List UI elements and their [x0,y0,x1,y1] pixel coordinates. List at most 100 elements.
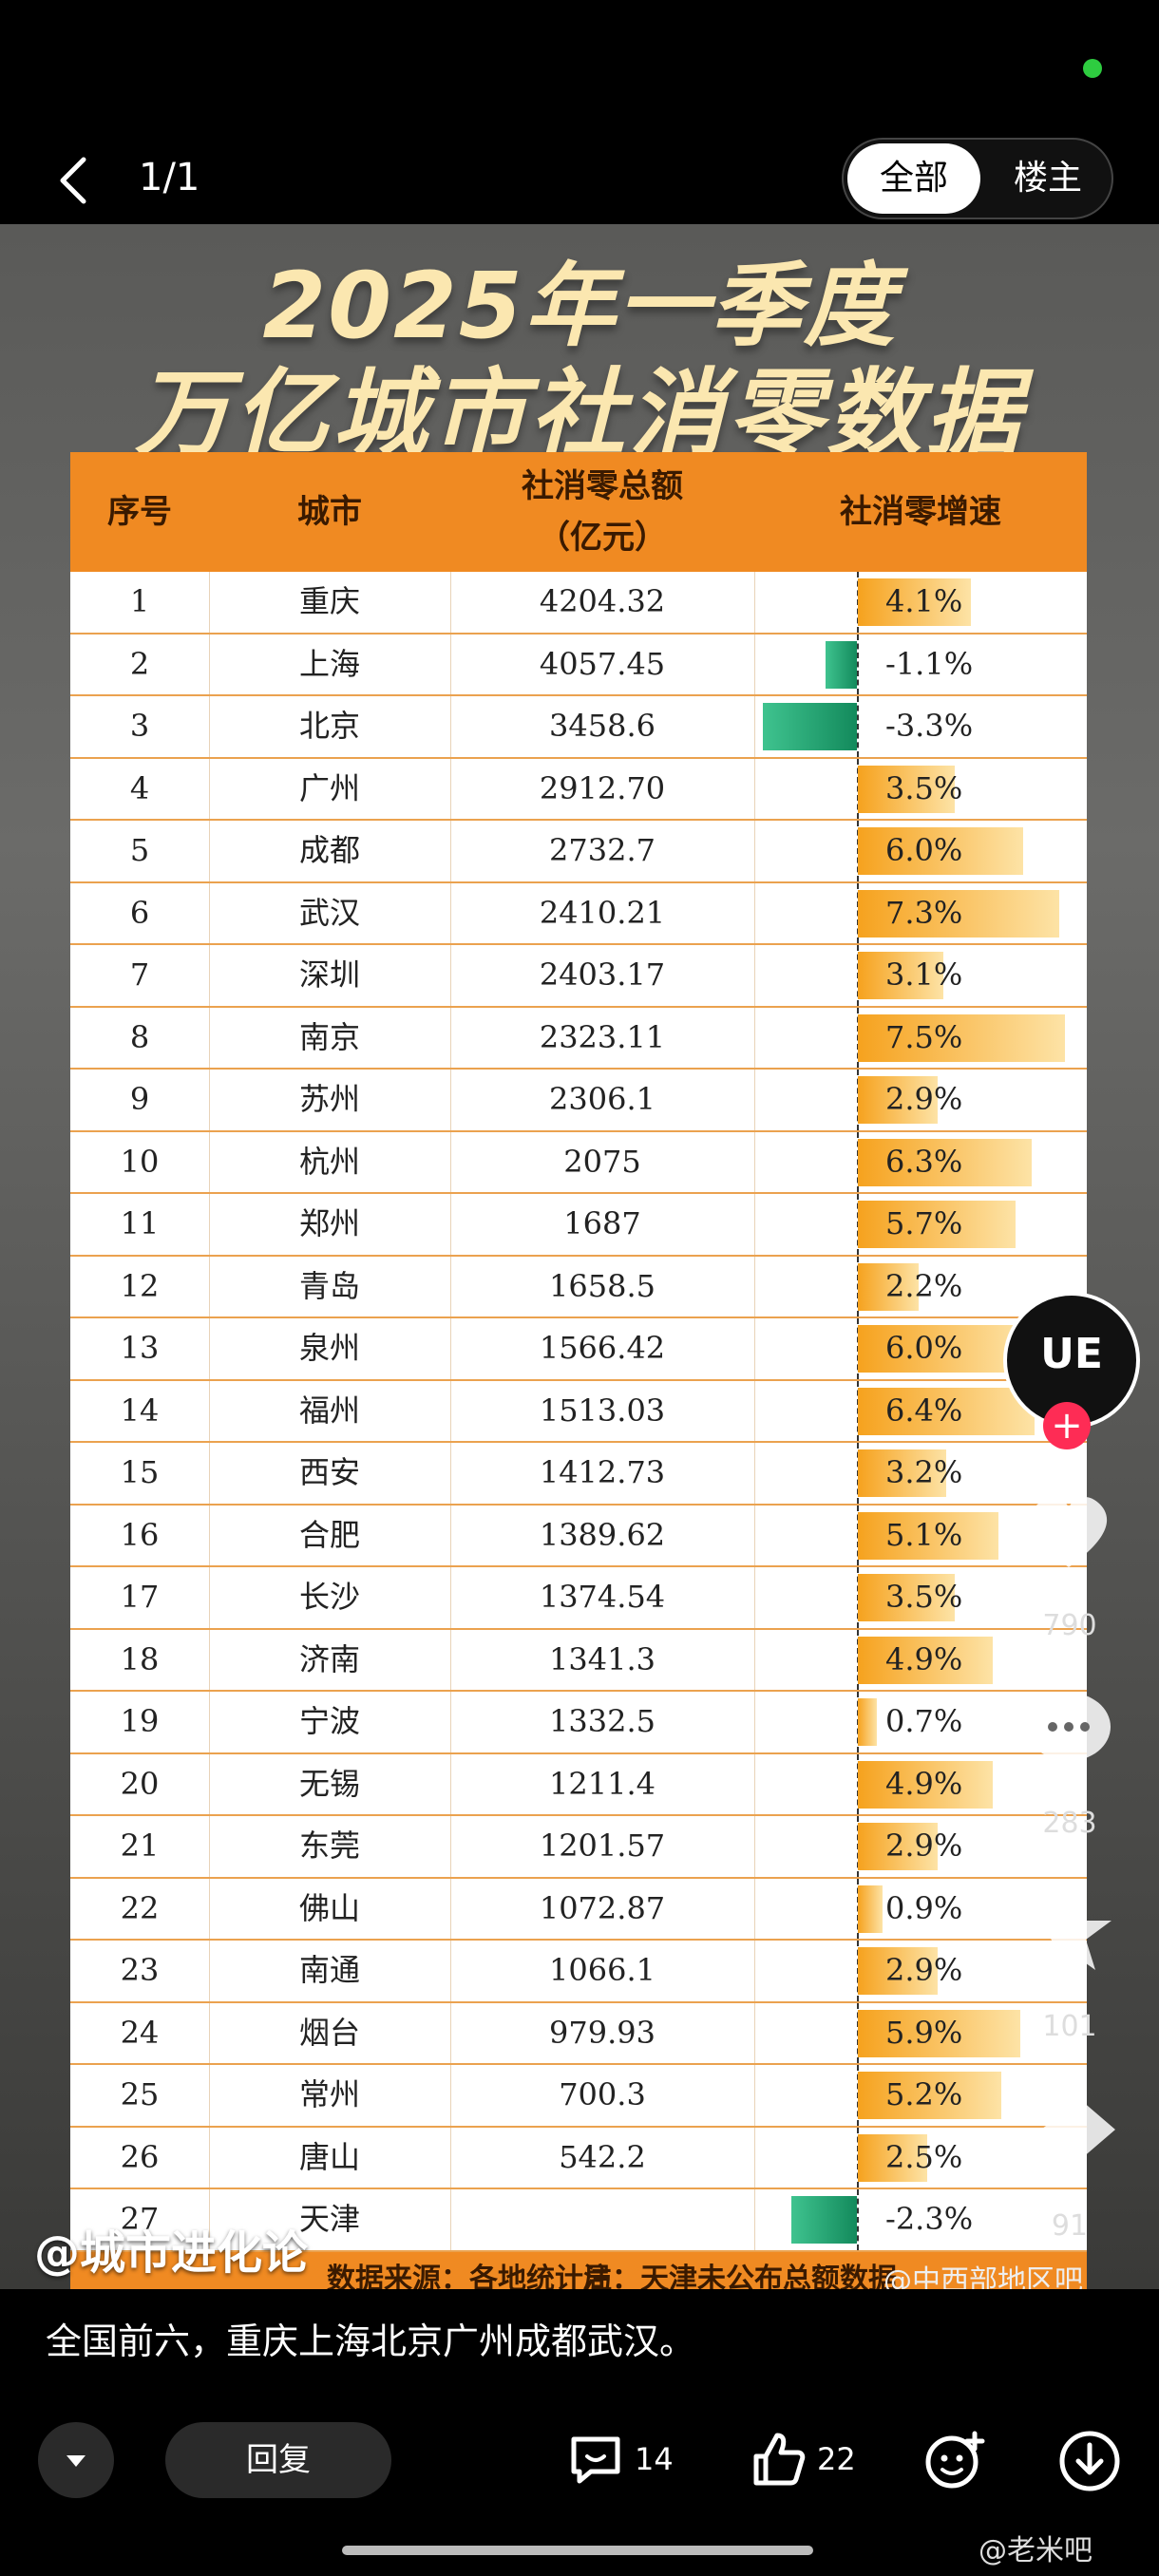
comment-bubble-icon[interactable] [1016,1687,1121,1772]
growth-bar-positive [858,1947,939,1995]
row-total: 2306.1 [450,1070,755,1130]
row-index: 22 [70,1878,210,1939]
growth-bar-positive [858,1262,919,1311]
growth-bar-positive [858,1138,1033,1186]
comment-action[interactable]: 14 [566,2426,674,2492]
table-row: 8 南京 2323.11 7.5% [70,1007,1087,1070]
row-city: 广州 [209,758,451,819]
growth-bar-positive [858,1698,878,1746]
growth-label: 0.9% [885,1889,963,1926]
header-city: 城市 [297,492,362,531]
growth-label: 4.9% [885,1765,963,1802]
like-count: 22 [817,2441,856,2477]
favorites-count: 101 [1042,2010,1097,2043]
row-total: 542.2 [450,2127,755,2188]
growth-label: 5.7% [885,1205,963,1241]
row-index: 16 [70,1505,210,1565]
table-row: 20 无锡 1211.4 4.9% [70,1753,1087,1816]
row-city: 东莞 [209,1816,451,1877]
row-index: 25 [70,2065,210,2126]
row-index: 17 [70,1567,210,1628]
row-index: 3 [70,696,210,757]
row-index: 4 [70,758,210,819]
growth-bar-positive [858,2009,1021,2057]
row-index: 24 [70,2002,210,2063]
row-total: 700.3 [450,2065,755,2126]
table-row: 21 东莞 1201.57 2.9% [70,1816,1087,1879]
star-icon[interactable] [1016,1888,1121,1974]
zero-axis-line [857,2189,859,2250]
growth-label: 6.3% [885,1143,963,1180]
table-row: 4 广州 2912.70 3.5% [70,758,1087,821]
chevron-down-icon [66,2455,86,2467]
heart-icon[interactable] [1016,1487,1121,1573]
reply-button[interactable]: 回复 [165,2422,391,2498]
growth-label: 0.7% [885,1703,963,1739]
table-row: 16 合肥 1389.62 5.1% [70,1505,1087,1567]
growth-label: -1.1% [885,645,974,682]
poster-title-line1: 2025年一季度 [262,253,897,359]
tab-original-poster[interactable]: 楼主 [1013,159,1082,198]
growth-label: 6.0% [885,1330,963,1366]
table-row: 15 西安 1412.73 3.2% [70,1443,1087,1506]
table-row: 9 苏州 2306.1 2.9% [70,1070,1087,1132]
collapse-button[interactable] [38,2422,114,2498]
growth-label: 7.3% [885,894,963,931]
table-header: 序号 城市 社消零总额 （亿元） 社消零增速 [70,452,1087,572]
table-row: 17 长沙 1374.54 3.5% [70,1567,1087,1630]
growth-bar-positive [858,1574,955,1621]
back-arrow-icon[interactable] [48,152,104,209]
like-action[interactable]: 22 [749,2426,856,2492]
table-row: 26 唐山 542.2 2.5% [70,2127,1087,2189]
poster-title-line2: 万亿城市社消零数据 [135,358,1024,469]
top-bar: 1/1 全部 楼主 [0,133,1159,228]
shares-count: 91 [1051,2209,1089,2243]
comment-icon [571,2436,620,2484]
growth-bar-positive [858,1387,1036,1435]
row-total: 979.93 [450,2002,755,2063]
row-total: 2075 [450,1131,755,1192]
table-row: 27 天津 -2.3% [70,2189,1087,2252]
emoji-add-icon[interactable] [922,2428,988,2494]
row-city: 青岛 [209,1256,451,1316]
row-total: 1412.73 [450,1443,755,1504]
growth-bar-positive [858,765,955,813]
growth-bar-positive [858,1511,999,1560]
row-city: 南通 [209,1941,451,2001]
growth-label: 2.9% [885,1081,963,1117]
row-total: 2323.11 [450,1007,755,1068]
table-row: 1 重庆 4204.32 4.1% [70,572,1087,635]
row-city: 长沙 [209,1567,451,1628]
status-indicator-dot [1083,59,1102,78]
row-total: 1072.87 [450,1878,755,1939]
growth-bar-positive [858,2072,1002,2119]
growth-label: 3.5% [885,1579,963,1615]
bottom-action-bar: 回复 14 22 [0,2413,1159,2508]
row-city: 武汉 [209,882,451,943]
row-city: 北京 [209,696,451,757]
row-city: 成都 [209,821,451,881]
row-index: 10 [70,1131,210,1192]
table-row: 11 郑州 1687 5.7% [70,1194,1087,1257]
footer-source: 数据来源：各地统计局 [327,2262,612,2290]
growth-label: 3.5% [885,769,963,806]
row-index: 6 [70,882,210,943]
header-total-line2: （亿元） [538,519,667,557]
growth-bar-positive [858,1760,994,1809]
row-index: 19 [70,1692,210,1752]
table-row: 23 南通 1066.1 2.9% [70,1941,1087,2003]
table-row: 13 泉州 1566.42 6.0% [70,1318,1087,1381]
download-icon[interactable] [1056,2428,1123,2494]
row-city: 上海 [209,634,451,694]
source-watermark: @中西部地区吧 [884,2264,1083,2289]
header-growth: 社消零增速 [840,492,1001,531]
share-arrow-icon[interactable] [1016,2088,1121,2173]
growth-label: -2.3% [885,2201,974,2237]
growth-label: 2.9% [885,1952,963,1988]
growth-bar-positive [858,1013,1065,1062]
growth-bar-negative [826,640,857,689]
tab-all[interactable]: 全部 [847,143,980,214]
row-total: 1687 [450,1194,755,1255]
growth-label: 6.0% [885,832,963,868]
follow-button[interactable]: + [1043,1402,1091,1449]
